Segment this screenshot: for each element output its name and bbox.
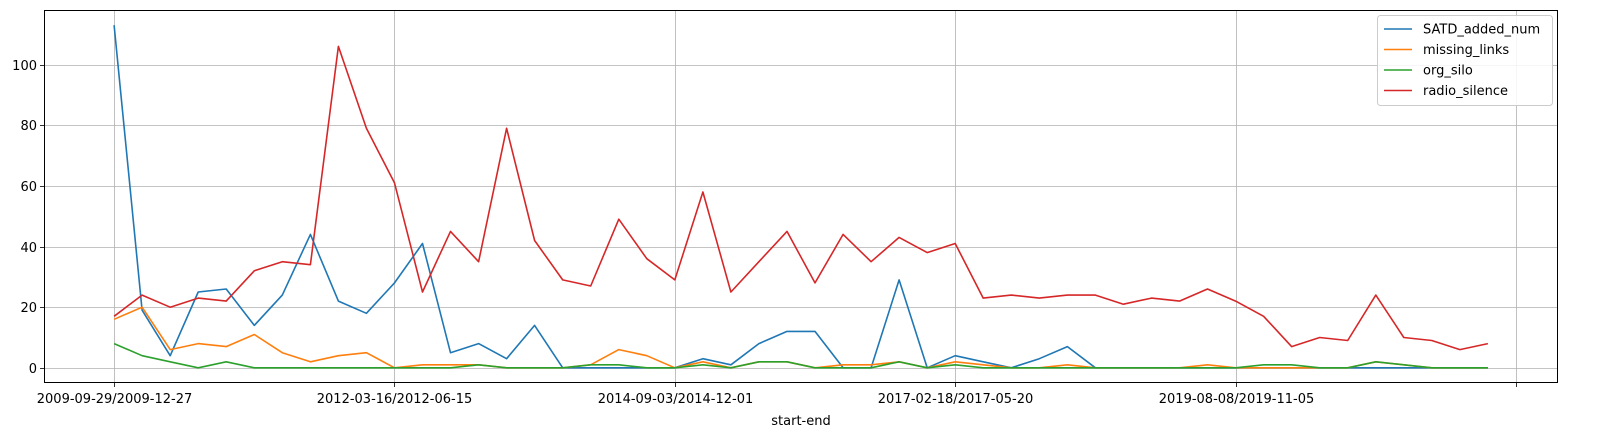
legend-label: missing_links xyxy=(1423,43,1509,58)
x-tick-label: 2014-09-03/2014-12-01 xyxy=(598,392,753,407)
plot-frame xyxy=(44,10,1558,383)
legend-label: radio_silence xyxy=(1423,84,1508,99)
y-tick-label: 0 xyxy=(29,362,37,377)
y-tick-label: 80 xyxy=(20,119,37,134)
series-line-missing_links xyxy=(113,306,1488,369)
y-tick-label: 20 xyxy=(20,301,37,316)
series-line-SATD_added_num xyxy=(113,25,1488,369)
legend: SATD_added_num missing_links org_siloradio… xyxy=(1377,15,1553,106)
y-tick-label: 40 xyxy=(20,241,37,256)
x-tick-label: 2012-03-16/2012-06-15 xyxy=(317,392,472,407)
x-axis: 2009-09-29/2009-12-27 2012-03-16/2012-06-… xyxy=(37,383,1517,407)
x-tick-label: 2009-09-29/2009-12-27 xyxy=(37,392,192,407)
legend-label: SATD_added_num xyxy=(1423,23,1540,38)
y-axis: 0 20 40 60 80 100 xyxy=(12,59,44,377)
y-tick-label: 60 xyxy=(20,180,37,195)
x-axis-label: start-end xyxy=(771,414,830,429)
y-tick-label: 100 xyxy=(12,59,37,74)
x-tick-label: 2017-02-18/2017-05-20 xyxy=(878,392,1033,407)
x-tick-label: 2019-08-08/2019-11-05 xyxy=(1159,392,1314,407)
series-line-org_silo xyxy=(113,342,1488,369)
legend-box xyxy=(1377,15,1553,106)
grid-lines xyxy=(44,10,1558,383)
series-line-radio_silence xyxy=(113,45,1489,351)
series-lines xyxy=(113,25,1489,369)
legend-label: org_silo xyxy=(1423,64,1473,79)
